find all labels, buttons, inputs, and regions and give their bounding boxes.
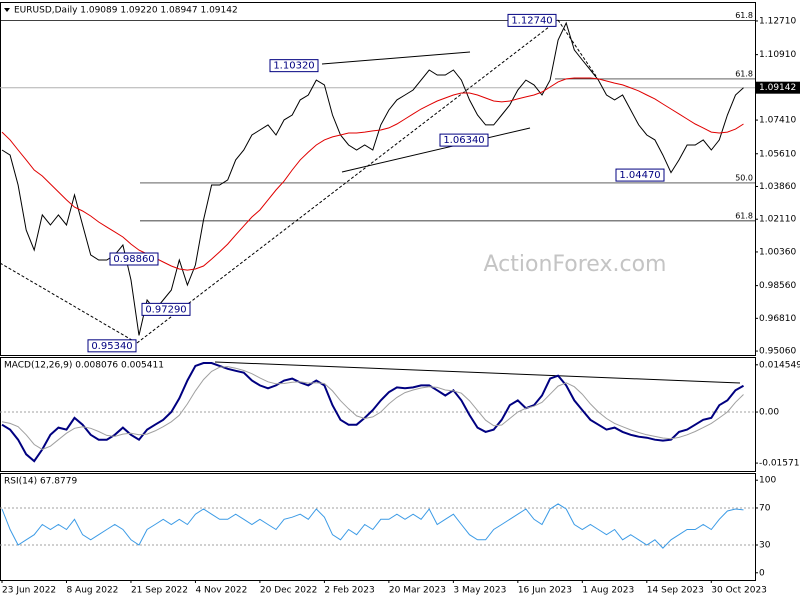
series-line (1, 362, 744, 463)
x-tick-label: 14 Sep 2023 (647, 586, 704, 596)
price-label: 0.97290 (145, 304, 186, 315)
trend-line (136, 19, 559, 344)
price-label: 1.04470 (619, 170, 660, 181)
panel-title: MACD(12,26,9) 0.008076 0.005411 (4, 361, 164, 371)
y-tick-label: 0.98560 (759, 281, 796, 291)
price-label: 0.98860 (113, 254, 154, 265)
y-tick-label: 100 (759, 476, 776, 486)
x-tick-label: 8 Aug 2022 (66, 586, 118, 596)
y-tick-label: 1.07410 (759, 116, 796, 126)
series-line (1, 503, 744, 549)
y-tick-label: 1.12710 (759, 16, 796, 26)
x-tick-label: 2 Feb 2023 (324, 586, 374, 596)
price-label-box (507, 13, 557, 27)
fib-level-label: 61.8 (735, 211, 753, 220)
y-tick-label: 0.00 (759, 408, 779, 418)
panel-title: EURUSD,Daily 1.09089 1.09220 1.08947 1.0… (14, 6, 238, 16)
x-tick-label: 1 Aug 2023 (582, 586, 634, 596)
fib-level-label: 61.8 (735, 69, 753, 78)
y-tick-label: 1.00360 (759, 247, 796, 257)
y-tick-label: 70 (759, 503, 771, 513)
trend-line (321, 51, 471, 65)
price-label: 1.06340 (443, 135, 484, 146)
y-tick-label: 1.02110 (759, 215, 796, 225)
x-tick-label: 21 Sep 2022 (131, 586, 188, 596)
y-tick-label: 0.96810 (759, 314, 796, 324)
x-tick-label: 16 Jun 2023 (518, 586, 572, 596)
trend-line (0, 262, 138, 344)
fib-level-label: 50.0 (735, 173, 753, 182)
price-label-box (87, 339, 137, 353)
panel-frame (0, 2, 756, 356)
y-tick-label: 1.05610 (759, 149, 796, 159)
trend-line (557, 19, 597, 77)
x-tick-label: 4 Nov 2022 (195, 586, 247, 596)
fib-level-label: 61.8 (735, 11, 753, 20)
x-tick-label: 20 Mar 2023 (389, 586, 446, 596)
price-label-box (269, 59, 319, 73)
trend-line (214, 361, 741, 384)
last-price-box (756, 81, 800, 94)
panel-frame (0, 473, 756, 581)
price-label-box (141, 302, 191, 316)
y-tick-label: 30 (759, 541, 771, 551)
y-tick-label: 0.95060 (759, 347, 796, 357)
y-tick-label: 1.10910 (759, 50, 796, 60)
panel-frame (0, 357, 756, 472)
trend-line (341, 127, 531, 173)
last-price-label: 1.09142 (759, 83, 796, 93)
y-tick-label: -0.015712 (759, 459, 800, 469)
y-tick-label: 0.014549 (759, 360, 800, 370)
price-label-box (615, 168, 665, 182)
x-tick-label: 30 Oct 2023 (711, 586, 767, 596)
series-line (1, 366, 744, 450)
y-tick-label: 1.03860 (759, 182, 796, 192)
x-tick-label: 3 May 2023 (453, 586, 506, 596)
price-label: 1.10320 (273, 61, 314, 72)
price-label: 0.95340 (91, 341, 132, 352)
x-tick-label: 23 Jun 2022 (2, 586, 56, 596)
price-label-box (439, 133, 489, 147)
y-tick-label: 0 (759, 568, 765, 578)
title-icon (4, 8, 10, 12)
x-tick-label: 20 Dec 2022 (260, 586, 318, 596)
series-line (1, 77, 744, 271)
price-label: 1.12740 (511, 15, 552, 26)
watermark: ActionForex.com (484, 252, 667, 277)
price-label-box (109, 252, 159, 266)
panel-title: RSI(14) 67.8779 (4, 477, 77, 487)
